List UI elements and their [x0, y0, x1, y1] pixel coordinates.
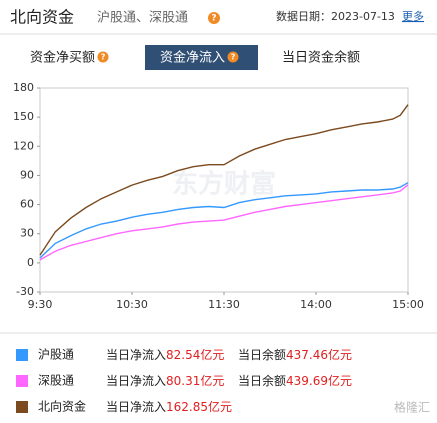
inflow-value: 162.85亿元: [166, 399, 232, 414]
inflow-text: 当日净流入162.85亿元: [106, 399, 232, 414]
balance-label: 当日余额: [238, 347, 286, 362]
inflow-text: 当日净流入80.31亿元: [106, 373, 224, 388]
balance-value: 437.46亿元: [286, 347, 352, 362]
active-tab-bg: [145, 45, 258, 70]
tab-help-icon[interactable]: [227, 51, 239, 63]
x-tick-label: 14:00: [300, 298, 332, 311]
y-tick-label: 120: [13, 139, 34, 152]
legend-swatch: [16, 375, 28, 387]
balance-text: 当日余额437.46亿元: [238, 347, 352, 362]
y-tick-label: 150: [13, 110, 34, 123]
help-icon[interactable]: [208, 12, 220, 24]
legend-name: 沪股通: [38, 348, 74, 362]
inflow-label: 当日净流入: [106, 348, 166, 362]
tab-help-mark[interactable]: ?: [231, 53, 236, 62]
series-line: [39, 184, 409, 261]
legend-swatch: [16, 349, 28, 361]
header-subtitle: 沪股通、深股通: [97, 10, 188, 26]
legend-name: 北向资金: [38, 399, 86, 414]
watermark: 东方财富: [172, 169, 276, 200]
series-line: [39, 104, 409, 256]
inflow-value: 82.54亿元: [166, 347, 224, 362]
help-mark[interactable]: ?: [211, 14, 216, 24]
inflow-label: 当日净流入: [106, 374, 166, 388]
x-tick-label: 15:00: [392, 298, 424, 311]
tab[interactable]: 当日资金余额: [282, 50, 360, 66]
series-line: [39, 182, 409, 259]
legend-swatch: [16, 401, 28, 413]
header-date: 数据日期：2023-07-13: [276, 9, 395, 23]
inflow-text: 当日净流入82.54亿元: [106, 347, 224, 362]
tab[interactable]: 资金净买额: [30, 50, 95, 66]
header-title: 北向资金: [10, 8, 74, 27]
tab-help-mark[interactable]: ?: [101, 53, 106, 62]
balance-value: 439.69亿元: [286, 373, 352, 388]
inflow-label: 当日净流入: [106, 400, 166, 414]
x-tick-label: 10:30: [116, 298, 148, 311]
legend-name: 深股通: [38, 374, 74, 388]
x-tick-label: 9:30: [28, 298, 53, 311]
y-tick-label: 60: [20, 198, 34, 211]
more-link[interactable]: 更多: [402, 9, 424, 23]
balance-label: 当日余额: [238, 373, 286, 388]
tab[interactable]: 资金净流入: [160, 50, 225, 66]
footer-brand: 格隆汇: [394, 400, 430, 415]
y-tick-label: 90: [20, 168, 34, 181]
y-tick-label: -30: [16, 285, 34, 298]
balance-text: 当日余额439.69亿元: [238, 373, 352, 388]
y-tick-label: 30: [20, 227, 34, 240]
y-tick-label: 0: [27, 256, 34, 269]
x-tick-label: 11:30: [208, 298, 240, 311]
y-tick-label: 180: [13, 81, 34, 94]
tab-help-icon[interactable]: [97, 51, 109, 63]
inflow-value: 80.31亿元: [166, 373, 224, 388]
